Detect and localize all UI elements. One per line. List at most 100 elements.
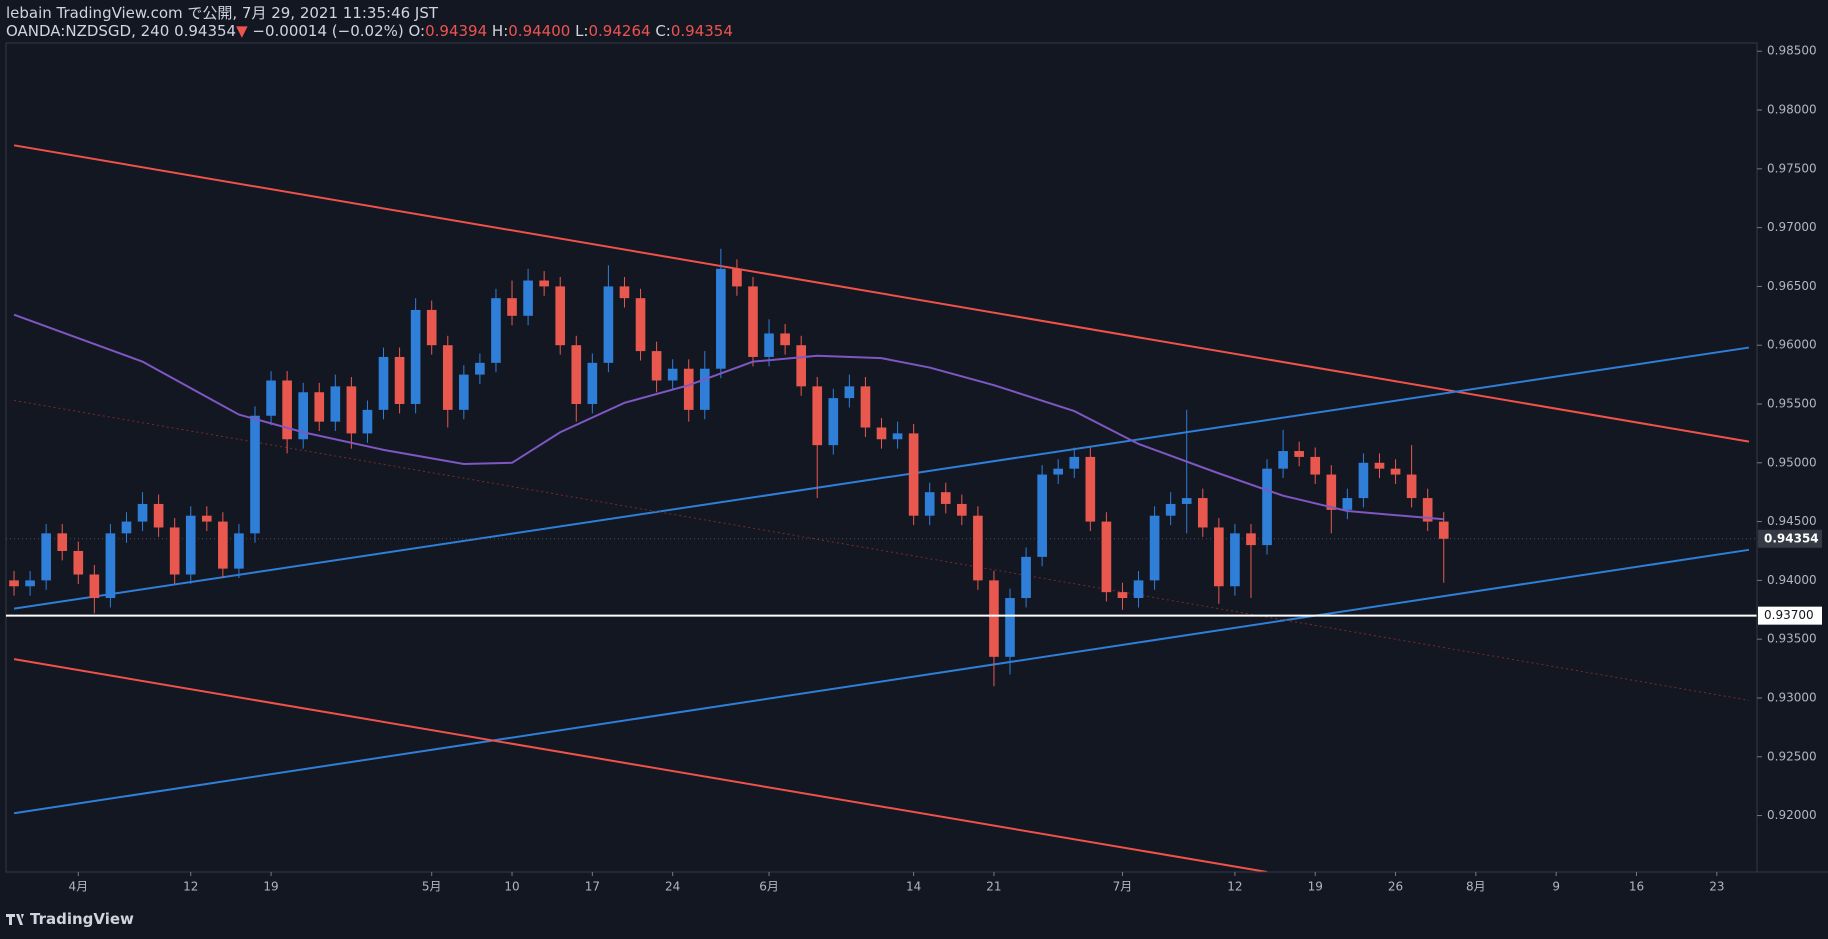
trend-line [13, 548, 1750, 815]
candle-body [683, 368, 694, 410]
candle-body [185, 515, 196, 575]
x-tick-label: 5月 [422, 880, 442, 894]
candle-body [121, 521, 132, 534]
candle-body [523, 280, 533, 316]
y-tick-label: 0.97000 [1767, 220, 1817, 234]
candle-body [603, 286, 614, 363]
candle-body [153, 503, 164, 528]
candle-body [1181, 498, 1192, 504]
arrow: ▼ [236, 22, 248, 40]
y-tick-label: 0.96000 [1767, 338, 1817, 352]
x-tick-label: 8月 [1466, 880, 1486, 894]
x-tick-label: 7月 [1113, 880, 1133, 894]
x-tick-label: 6月 [759, 880, 779, 894]
trend-line [13, 658, 1268, 872]
candle-body [25, 580, 35, 587]
candle-body [41, 533, 51, 581]
x-tick-label: 16 [1629, 880, 1644, 894]
y-tick-label: 0.98500 [1767, 44, 1817, 58]
candle-body [716, 268, 726, 369]
candle-body [1262, 468, 1272, 546]
trend-line [13, 346, 1750, 610]
candle-body [828, 398, 839, 446]
candle-body [410, 309, 421, 404]
last: 0.94354 [174, 22, 237, 40]
candle-body [346, 386, 357, 434]
candle-body [282, 380, 292, 440]
candle-body [330, 386, 341, 422]
candle-body [362, 409, 373, 434]
candle-body [1053, 468, 1064, 475]
candle-body [732, 268, 742, 287]
last-price-box [1758, 529, 1822, 548]
x-tick-label: 26 [1388, 880, 1403, 894]
x-tick-label: 19 [263, 880, 278, 894]
candle-body [1374, 462, 1385, 469]
candle-body [1342, 498, 1353, 510]
logo-mark [6, 914, 24, 925]
candle-body [924, 492, 935, 516]
candle-body [1230, 533, 1240, 587]
candle-body [169, 527, 180, 575]
candle-body [1294, 451, 1304, 457]
axes: 0.92000 0.92500 0.93000 0.93500 0.94000 0.945… [6, 43, 1828, 894]
y-tick-label: 0.94500 [1767, 514, 1817, 528]
x-tick-label: 24 [665, 880, 680, 894]
candle-body [571, 345, 582, 404]
y-tick-label: 0.97500 [1767, 161, 1817, 175]
candle-body [1149, 515, 1160, 581]
candle-body [234, 533, 244, 569]
x-tick-label: 17 [585, 880, 600, 894]
ohlc-label: C: [655, 22, 671, 40]
x-tick-label: 23 [1709, 880, 1724, 894]
candle-body [555, 286, 566, 346]
candle-body [73, 550, 84, 575]
candle-body [491, 298, 501, 363]
candle-body [1246, 533, 1256, 546]
candle-body [250, 415, 260, 534]
ohlc-value: 0.94264 [588, 22, 651, 40]
y-tick-label: 0.95000 [1767, 455, 1817, 469]
change: −0.00014 (−0.02%) [252, 22, 404, 40]
candle-body [1422, 498, 1433, 522]
candle-body [1133, 580, 1144, 599]
candle-body [1406, 474, 1417, 499]
brand-logo [6, 914, 24, 925]
candle-body [667, 368, 678, 381]
candle-body [266, 380, 276, 416]
candle-body [587, 362, 598, 404]
candle-body [989, 580, 999, 657]
y-tick-label: 0.98000 [1767, 103, 1817, 117]
ohlc-value: 0.94394 [425, 22, 488, 40]
candle-body [796, 345, 806, 387]
candle-body [1390, 468, 1401, 475]
candle-body [1085, 456, 1096, 522]
candle-body [57, 533, 68, 551]
candle-body [1005, 598, 1015, 657]
y-tick-label: 0.94000 [1767, 573, 1817, 587]
candle-body [780, 333, 790, 346]
candle-body [892, 433, 903, 440]
candle-body [394, 356, 405, 404]
candle-body [442, 345, 453, 410]
candle-body [812, 386, 823, 446]
candle-body [218, 521, 228, 569]
candle-body [764, 333, 774, 357]
candle-body [940, 492, 951, 504]
candle-body [908, 433, 919, 516]
ohlc-label: L: [575, 22, 589, 40]
x-tick-label: 19 [1308, 880, 1323, 894]
x-tick-label: 21 [986, 880, 1001, 894]
candle-body [635, 298, 646, 352]
trend-line [13, 144, 1750, 443]
last-price-label: 0.94354 [1764, 531, 1819, 545]
candle-body [539, 280, 549, 287]
y-tick-label: 0.93500 [1767, 632, 1817, 646]
ohlc-label: O: [408, 22, 426, 40]
candle-body [137, 503, 148, 522]
candle-body [1197, 498, 1208, 528]
ohlc-label: H: [491, 22, 509, 40]
candle-body [378, 356, 389, 410]
